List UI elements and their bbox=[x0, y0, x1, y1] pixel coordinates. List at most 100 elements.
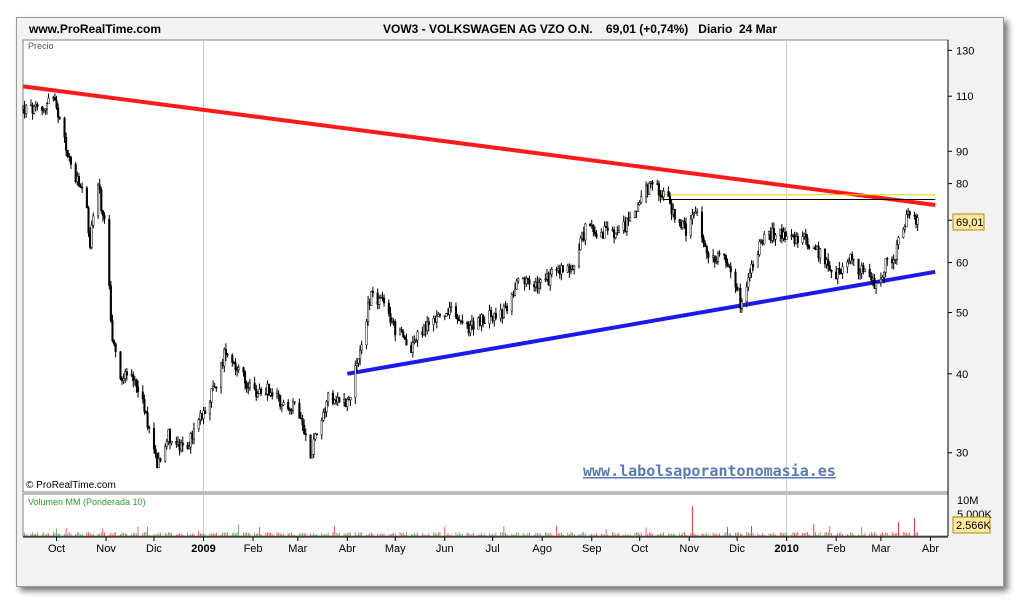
candle-body bbox=[894, 259, 897, 261]
candle-body bbox=[135, 379, 138, 388]
candle-body bbox=[450, 306, 453, 308]
candle-body bbox=[716, 253, 719, 262]
candle-body bbox=[33, 105, 36, 114]
candle-body bbox=[346, 399, 349, 407]
candle-body bbox=[705, 246, 708, 254]
x-tick-label: Feb bbox=[827, 543, 846, 555]
candle-body bbox=[122, 378, 125, 381]
candle-body bbox=[389, 313, 392, 323]
copyright-label: © ProRealTime.com bbox=[26, 480, 116, 491]
candle-body bbox=[617, 230, 620, 233]
candle-body bbox=[752, 263, 755, 268]
candle-body bbox=[411, 342, 414, 353]
candle-body bbox=[188, 446, 191, 449]
candle-body bbox=[323, 411, 326, 413]
candle-body bbox=[774, 234, 777, 240]
candle-body bbox=[510, 294, 513, 312]
x-tick-label: Mar bbox=[288, 543, 307, 555]
candle-body bbox=[659, 194, 662, 197]
candle-body bbox=[696, 211, 699, 213]
candle-body bbox=[637, 204, 640, 212]
candle-body bbox=[472, 320, 475, 330]
candle-body bbox=[790, 235, 793, 237]
candle-body bbox=[242, 367, 245, 373]
x-tick-label: Oct bbox=[631, 543, 648, 555]
candle-body bbox=[293, 401, 296, 404]
candle-body bbox=[215, 387, 218, 389]
y-tick-label: 40 bbox=[956, 369, 968, 381]
candle-body bbox=[301, 418, 304, 426]
candle-body bbox=[897, 237, 900, 245]
candle-body bbox=[448, 307, 451, 315]
candle-body bbox=[165, 441, 168, 447]
candle-body bbox=[836, 268, 839, 279]
resistance-trendline bbox=[22, 84, 936, 207]
last-volume-label: 2.566K bbox=[956, 520, 992, 532]
candle-body bbox=[748, 272, 751, 279]
x-tick-label: Abr bbox=[922, 543, 939, 555]
candle-body bbox=[298, 402, 301, 419]
candle-body bbox=[573, 265, 576, 270]
candle-body bbox=[528, 279, 531, 285]
candle-body bbox=[726, 262, 729, 267]
candle-body bbox=[414, 339, 418, 342]
candle-body bbox=[886, 258, 889, 260]
candle-body bbox=[579, 238, 582, 251]
candle-body bbox=[747, 277, 750, 288]
candle-body bbox=[633, 210, 636, 218]
candle-body bbox=[47, 97, 50, 105]
candle-body bbox=[691, 214, 694, 220]
candle-body bbox=[77, 176, 80, 187]
candle-body bbox=[309, 434, 312, 459]
candle-body bbox=[892, 259, 895, 264]
candle-body bbox=[913, 214, 916, 217]
candle-body bbox=[783, 231, 787, 240]
candle-body bbox=[704, 242, 707, 247]
candle-body bbox=[678, 219, 681, 223]
candle-body bbox=[354, 365, 357, 398]
candle-body bbox=[370, 291, 373, 306]
watermark-link[interactable]: www.labolsaporantonomasia.es bbox=[583, 462, 836, 480]
candle-body bbox=[445, 313, 448, 317]
candle-body bbox=[514, 288, 517, 296]
candle-body bbox=[454, 306, 457, 318]
candle-body bbox=[208, 402, 211, 415]
candle-body bbox=[65, 137, 68, 151]
candle-body bbox=[81, 186, 84, 189]
candle-body bbox=[549, 273, 552, 286]
y-tick-label: 90 bbox=[956, 146, 968, 158]
candle-body bbox=[143, 398, 146, 412]
candle-body bbox=[846, 261, 849, 268]
candle-body bbox=[279, 394, 282, 407]
candle-body bbox=[561, 265, 565, 273]
candle-body bbox=[315, 433, 319, 436]
x-tick-label: Jun bbox=[436, 543, 454, 555]
candle-body bbox=[181, 442, 184, 446]
candle-body bbox=[338, 397, 341, 403]
candle-body bbox=[152, 427, 156, 450]
candle-body bbox=[400, 329, 403, 333]
candle-body bbox=[25, 105, 28, 114]
candle-body bbox=[226, 354, 229, 356]
candle-body bbox=[204, 410, 207, 415]
candle-body bbox=[673, 209, 676, 220]
candle-body bbox=[74, 164, 77, 183]
candle-body bbox=[69, 156, 72, 165]
candle-body bbox=[638, 202, 641, 205]
candle-body bbox=[796, 236, 799, 243]
candle-body bbox=[758, 241, 761, 255]
candle-body bbox=[525, 277, 528, 284]
candle-body bbox=[739, 287, 742, 309]
candle-body bbox=[506, 305, 509, 312]
candle-body bbox=[146, 412, 149, 428]
candle-body bbox=[640, 196, 643, 203]
candle-body bbox=[488, 310, 491, 325]
y-tick-label: 80 bbox=[956, 179, 968, 191]
candle-body bbox=[804, 233, 807, 239]
candle-body bbox=[569, 269, 573, 272]
candle-body bbox=[823, 248, 827, 265]
x-tick-label: Feb bbox=[244, 543, 263, 555]
candle-body bbox=[367, 302, 370, 322]
candle-body bbox=[271, 392, 274, 397]
candle-body bbox=[881, 276, 884, 280]
